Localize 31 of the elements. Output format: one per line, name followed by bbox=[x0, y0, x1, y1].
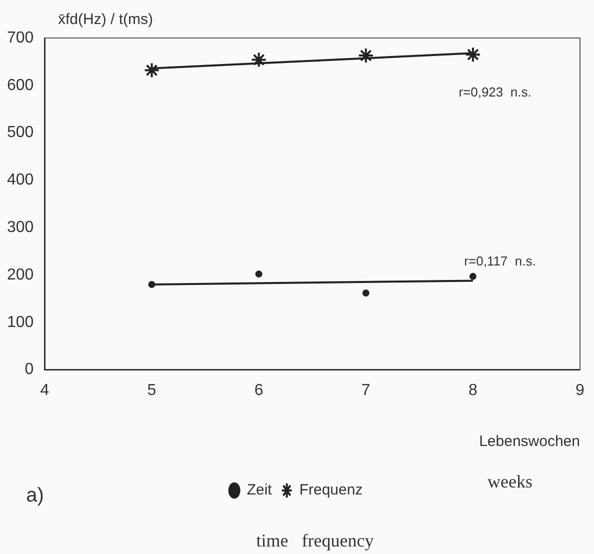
x-tick-label: 8 bbox=[468, 382, 478, 399]
annotation: r=0,923 n.s. bbox=[458, 84, 532, 100]
point bbox=[250, 52, 267, 68]
y-tick-label: 100 bbox=[6, 314, 34, 331]
x-tick-label: 5 bbox=[147, 382, 156, 399]
point bbox=[255, 270, 262, 278]
text: time frequency bbox=[256, 530, 374, 551]
y-tick-label: 400 bbox=[6, 172, 34, 189]
point bbox=[362, 290, 370, 297]
text: a) bbox=[26, 484, 44, 507]
y-tick-label: 500 bbox=[6, 124, 34, 142]
x-tick-label: 6 bbox=[254, 382, 264, 399]
y-tick-label: 300 bbox=[6, 219, 34, 236]
y-tick-label: 700 bbox=[6, 29, 34, 46]
legend-label: Frequenz bbox=[299, 482, 363, 499]
y-tick-label: 600 bbox=[6, 76, 34, 94]
x-tick-label: 7 bbox=[361, 382, 370, 399]
point bbox=[144, 62, 160, 78]
annotation: r=0,117 n.s. bbox=[464, 254, 536, 269]
y-tick-label: 200 bbox=[6, 266, 34, 284]
legend-label: Zeit bbox=[246, 482, 273, 499]
x-axis-title: Lebenswochen bbox=[479, 433, 580, 450]
text: weeks bbox=[488, 472, 532, 492]
point bbox=[358, 48, 374, 64]
x-tick-label: 9 bbox=[576, 382, 585, 399]
point bbox=[464, 46, 481, 63]
point bbox=[469, 272, 476, 280]
y-axis-title: x̄fd(Hz) / t(ms) bbox=[58, 11, 153, 28]
point bbox=[148, 280, 156, 288]
x-tick-label: 4 bbox=[40, 382, 50, 399]
y-tick-label: 0 bbox=[24, 361, 34, 378]
